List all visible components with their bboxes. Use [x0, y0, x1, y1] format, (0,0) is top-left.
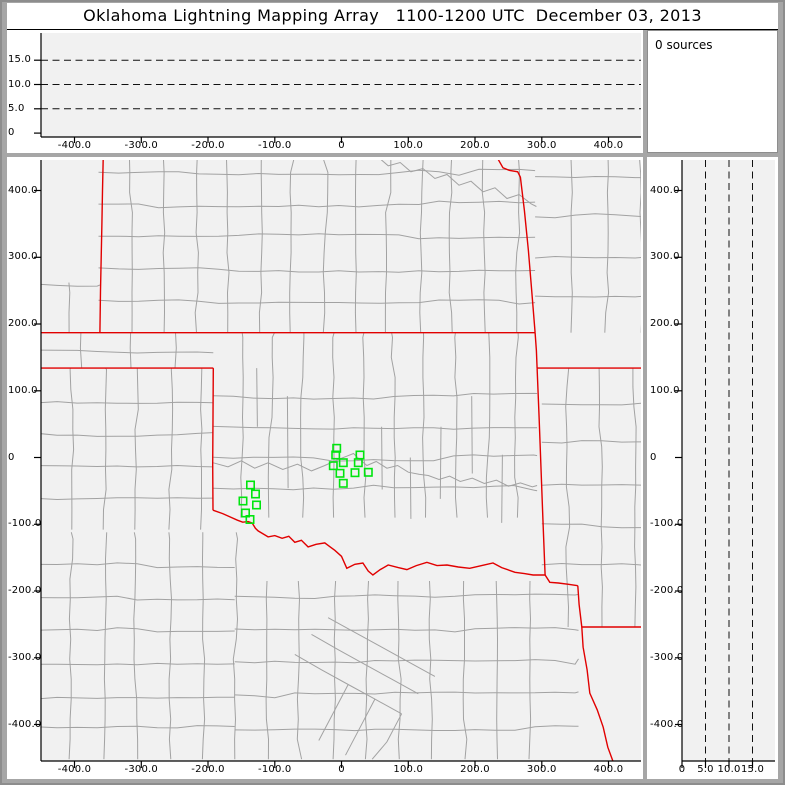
tick-label: -200.0 — [8, 585, 42, 596]
lma-station-square — [353, 458, 363, 468]
tick-label: -300.0 — [8, 651, 42, 663]
lma-station-square — [251, 489, 261, 499]
altitude-vs-east-west-panel: -400.0 -300.0 -200.0 -100.0 0 100.0 200.0 300.0… — [7, 30, 643, 153]
tick-label: 15.0 — [740, 764, 765, 775]
lma-station-markers — [238, 443, 373, 524]
altitude-ns-dashed-gridlines — [705, 160, 753, 761]
altitude-ns-axes — [675, 160, 775, 768]
altitude-vs-north-south-panel: 0 5.0 10.0 15.0 400.0 300.0 200.0 100.0 0 -100.0 -… — [647, 157, 778, 779]
title-bar: Oklahoma Lightning Mapping Array 1100-12… — [7, 3, 778, 30]
lma-station-square — [335, 468, 345, 478]
tick-label: 300.0 — [526, 764, 557, 775]
source-count-panel: 0 sources — [647, 30, 778, 153]
lma-station-square — [238, 496, 248, 506]
tick-label: 0 — [678, 764, 686, 775]
tick-label: -400.0 — [8, 718, 42, 730]
tick-label: 400.0 — [650, 184, 680, 196]
tick-label: -300.0 — [650, 651, 684, 663]
tick-label: 15.0 — [8, 54, 32, 66]
altitude-ew-dashed-gridlines — [41, 59, 641, 110]
tick-label: 5.0 — [8, 102, 25, 114]
tick-label: -300.0 — [124, 764, 158, 775]
altitude-ns-plot — [675, 160, 775, 768]
tick-label: -100.0 — [8, 518, 42, 530]
tick-label: 0 — [8, 451, 15, 463]
lma-station-square — [338, 478, 348, 488]
tick-label: 200.0 — [8, 318, 38, 329]
lma-station-square — [245, 514, 255, 524]
tick-label: 0 — [8, 127, 15, 139]
tick-label: 0 — [650, 451, 657, 463]
lma-station-square — [331, 450, 341, 460]
tick-label: -100.0 — [650, 518, 684, 530]
tick-label: 100.0 — [650, 384, 680, 396]
tick-label: 300.0 — [526, 140, 557, 151]
lma-station-square — [350, 468, 360, 478]
tick-label: 0 — [338, 764, 345, 775]
tick-label: -200.0 — [650, 585, 684, 596]
tick-label: 10.0 — [8, 78, 32, 90]
map-axes — [34, 160, 641, 768]
altitude-ew-plot — [34, 33, 641, 143]
tick-label: 100.0 — [393, 140, 424, 151]
tick-label: -400.0 — [57, 140, 92, 151]
county-lines — [41, 160, 641, 760]
lma-station-square — [328, 461, 338, 471]
tick-label: 100.0 — [393, 764, 424, 775]
tick-label: 200.0 — [650, 318, 680, 329]
state-borders — [41, 160, 641, 761]
plan-view-map-plot — [34, 160, 641, 768]
tick-label: 100.0 — [8, 384, 38, 396]
source-count-label: 0 sources — [655, 38, 713, 52]
tick-label: -200.0 — [191, 140, 225, 151]
tick-label: 10.0 — [717, 764, 741, 775]
tick-label: 300.0 — [8, 251, 38, 263]
tick-label: 200.0 — [460, 140, 490, 151]
tick-label: -200.0 — [191, 764, 225, 775]
lma-station-square — [252, 500, 262, 510]
tick-label: 400.0 — [8, 184, 38, 196]
lma-station-square — [246, 480, 256, 490]
tick-label: -400.0 — [650, 718, 684, 730]
tick-label: 400.0 — [593, 764, 624, 775]
tick-label: 400.0 — [593, 140, 624, 151]
altitude-ew-axes — [34, 33, 641, 143]
tick-label: -100.0 — [258, 764, 292, 775]
lma-station-square — [363, 467, 373, 477]
lma-station-square — [338, 458, 348, 468]
tick-label: 5.0 — [697, 764, 714, 775]
tick-label: 200.0 — [460, 764, 490, 775]
plan-view-map-panel: -400.0 -300.0 -200.0 -100.0 0 100.0 200.0 300.0… — [7, 157, 643, 779]
page-title: Oklahoma Lightning Mapping Array 1100-12… — [83, 6, 702, 25]
tick-label: 300.0 — [650, 251, 680, 263]
tick-label: -400.0 — [57, 764, 92, 775]
tick-label: -300.0 — [124, 140, 158, 151]
tick-label: -100.0 — [258, 140, 292, 151]
tick-label: 0 — [338, 140, 345, 151]
